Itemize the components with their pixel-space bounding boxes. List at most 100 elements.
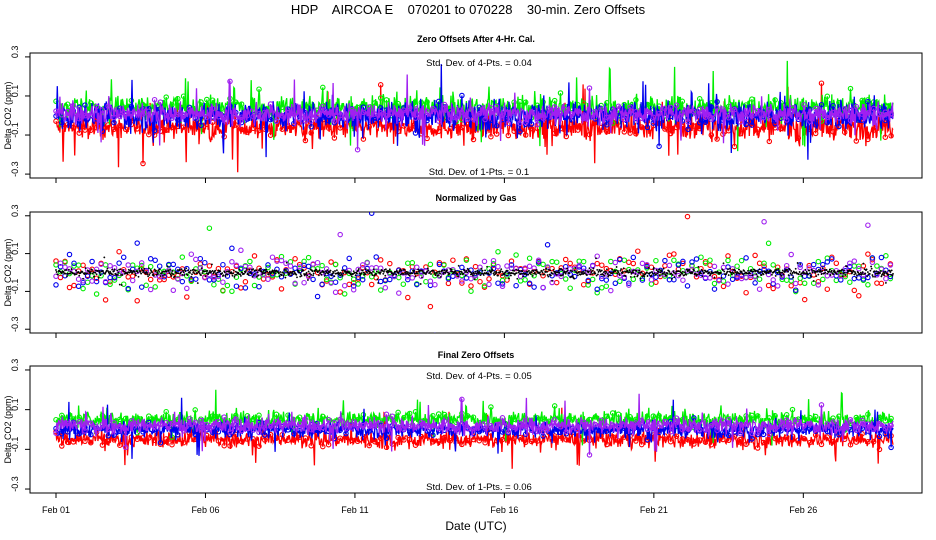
data-point [406, 423, 413, 430]
data-point [55, 271, 58, 273]
data-point [192, 271, 195, 274]
data-point [761, 270, 764, 273]
data-point [688, 268, 691, 271]
data-point [888, 133, 894, 139]
annotation-top: Std. Dev. of 4-Pts. = 0.04 [426, 58, 532, 69]
data-point [193, 276, 199, 282]
data-point [163, 112, 169, 119]
data-point [874, 275, 876, 278]
data-point [305, 273, 312, 280]
data-point [819, 270, 822, 273]
data-point [366, 422, 372, 429]
data-point [320, 103, 326, 110]
data-point [69, 272, 72, 275]
data-point [167, 270, 170, 273]
data-point [279, 271, 282, 273]
data-point [830, 419, 836, 425]
data-point [447, 425, 454, 431]
data-point [825, 269, 828, 271]
data-point [308, 443, 314, 449]
data-point [364, 268, 367, 271]
data-point [604, 128, 610, 135]
data-point [244, 112, 251, 119]
data-point [627, 423, 633, 429]
data-point [211, 281, 217, 288]
data-point [64, 429, 71, 435]
data-point [830, 102, 836, 109]
data-point [250, 268, 253, 271]
data-point [638, 418, 645, 424]
data-point [609, 274, 612, 277]
data-point [128, 111, 135, 117]
data-point [170, 261, 177, 268]
data-point [599, 285, 605, 291]
data-point [88, 431, 94, 438]
data-point [702, 260, 709, 266]
data-point [635, 269, 638, 272]
data-point [692, 269, 695, 272]
data-point [447, 438, 454, 444]
data-point [614, 269, 617, 272]
data-point [594, 260, 600, 267]
data-point [412, 409, 419, 415]
data-point [869, 259, 876, 266]
data-point [509, 274, 512, 277]
data-point [184, 265, 190, 272]
data-point [436, 259, 443, 266]
data-point [311, 270, 314, 273]
data-point [534, 428, 541, 435]
data-point [568, 272, 571, 275]
data-point [122, 111, 129, 118]
data-point [99, 442, 106, 448]
data-point [247, 273, 250, 276]
data-point [571, 270, 574, 273]
data-point [314, 424, 320, 431]
data-point [147, 256, 154, 262]
data-point [406, 105, 413, 111]
data-point [737, 416, 744, 422]
data-point [400, 281, 407, 287]
data-point [359, 276, 366, 283]
data-point [476, 437, 483, 444]
data-point [644, 436, 651, 443]
data-point [219, 270, 222, 273]
data-point [308, 130, 314, 136]
data-point [229, 288, 235, 295]
data-point [118, 283, 121, 286]
data-point [459, 109, 465, 115]
data-point [617, 278, 623, 285]
data-point [653, 274, 659, 280]
data-point [333, 275, 336, 278]
data-point [206, 269, 209, 272]
data-point [147, 275, 150, 278]
data-point [824, 93, 831, 100]
data-point [883, 275, 889, 282]
data-point [66, 251, 73, 258]
data-point [151, 424, 158, 431]
data-point [329, 269, 332, 272]
data-point [517, 278, 524, 284]
data-point [513, 282, 519, 289]
data-point [227, 429, 233, 435]
data-point [209, 105, 216, 112]
data-point [221, 442, 227, 449]
data-point [139, 270, 142, 273]
panel-title: Zero Offsets After 4-Hr. Cal. [417, 34, 535, 44]
data-point [549, 269, 552, 272]
data-point [720, 272, 722, 275]
data-point [765, 282, 772, 289]
data-point [397, 272, 400, 275]
data-point [134, 274, 137, 277]
data-point [845, 265, 848, 268]
data-point [772, 97, 778, 103]
data-point [205, 272, 208, 275]
data-point [147, 263, 154, 270]
data-point [725, 432, 732, 439]
data-point [667, 104, 674, 111]
data-point [401, 414, 407, 421]
data-point [597, 270, 600, 273]
data-point [881, 272, 884, 275]
data-point [292, 265, 298, 272]
data-point [473, 272, 476, 275]
data-point [210, 263, 213, 266]
